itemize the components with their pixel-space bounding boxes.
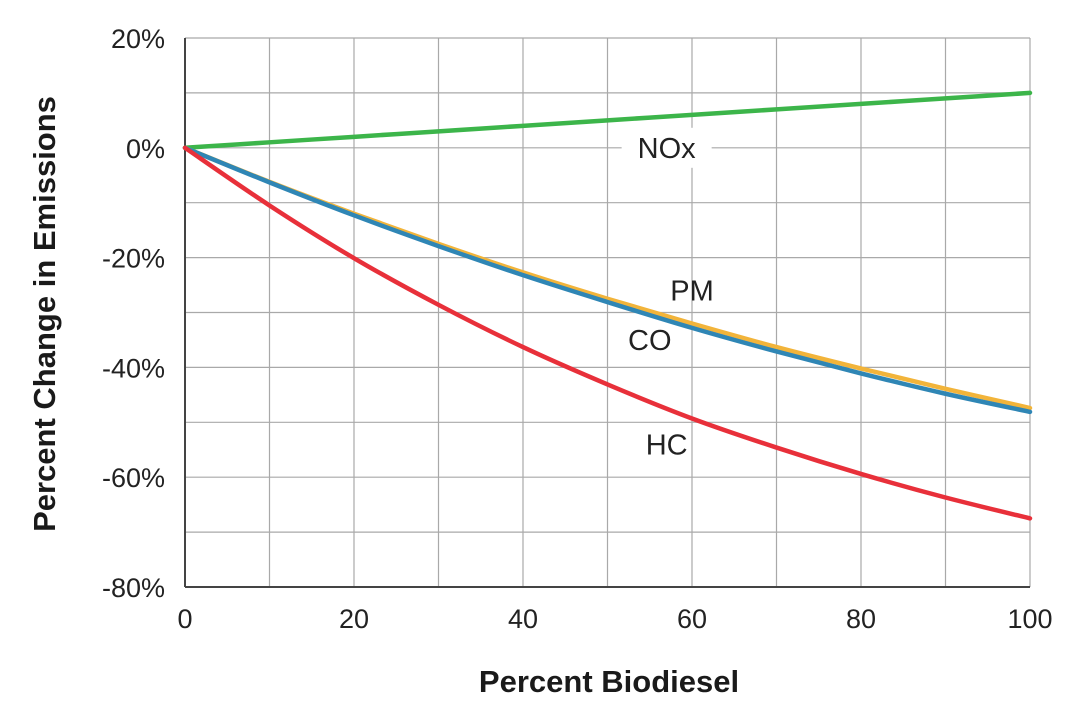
series-label-pm: PM	[670, 276, 714, 308]
x-tick-label: 80	[846, 604, 876, 634]
y-tick-label: -20%	[102, 244, 165, 274]
y-tick-label: -60%	[102, 463, 165, 493]
series-line-hc	[182, 145, 1033, 521]
y-tick-label: 20%	[111, 24, 165, 54]
series-labels: NOx PM CO HC	[621, 127, 714, 461]
y-tick-label: -40%	[102, 353, 165, 383]
axes	[184, 38, 1030, 588]
series-label-nox: NOx	[638, 133, 697, 165]
y-tick-label: -80%	[102, 573, 165, 603]
x-tick-label: 0	[177, 604, 192, 634]
series-line-co	[182, 145, 1033, 415]
y-axis-title: Percent Change in Emissions	[27, 96, 62, 532]
series-lines	[182, 90, 1033, 521]
series-label-co: CO	[628, 325, 672, 357]
series-line-nox	[182, 90, 1033, 151]
tick-labels: 0 20 40 60 80 100 20% 0% -20% -40% -60% -80%	[102, 24, 1053, 634]
x-tick-label: 20	[339, 604, 369, 634]
y-tick-label: 0%	[126, 134, 165, 164]
label-background	[621, 127, 712, 168]
series-label-hc: HC	[646, 429, 688, 461]
grid-lines	[185, 37, 1031, 587]
x-axis-title: Percent Biodiesel	[479, 664, 739, 699]
x-tick-label: 100	[1007, 604, 1052, 634]
x-tick-label: 60	[677, 604, 707, 634]
x-tick-label: 40	[508, 604, 538, 634]
